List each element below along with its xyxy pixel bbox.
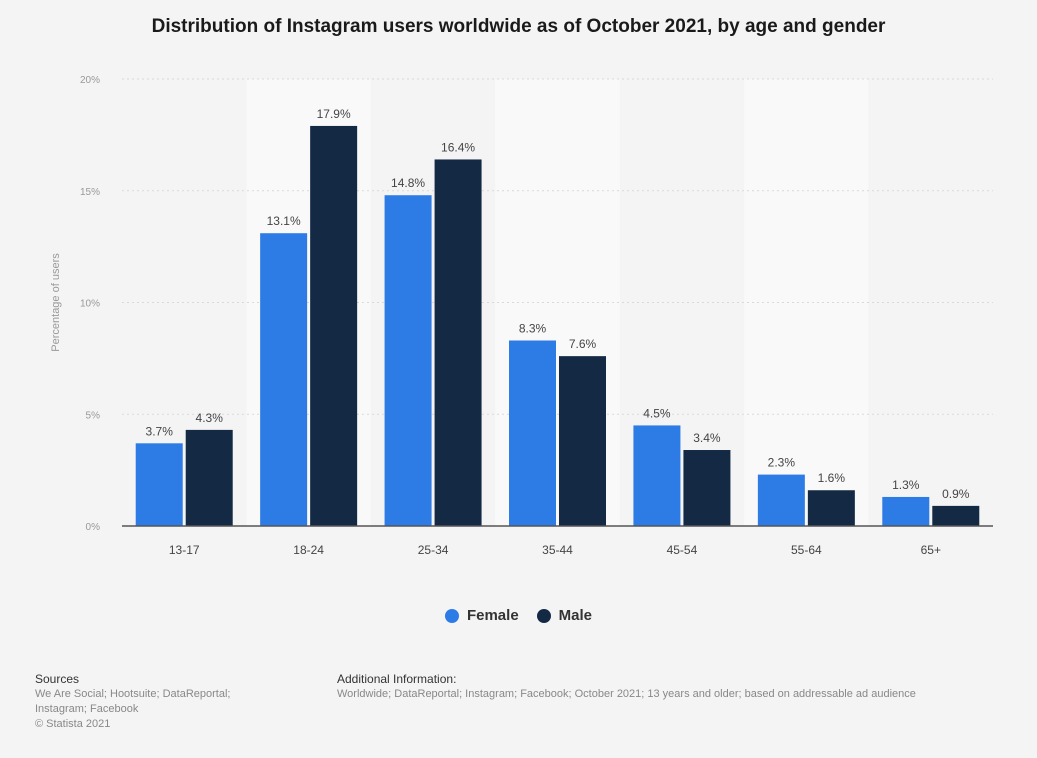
x-tick-label: 45-54: [667, 543, 698, 557]
data-label: 14.8%: [391, 176, 425, 190]
legend-swatch-female: [444, 608, 459, 623]
sources-heading: Sources: [35, 672, 80, 686]
data-label: 1.6%: [818, 471, 846, 485]
x-tick-label: 35-44: [542, 543, 573, 557]
additional-info-block: Additional Information: Worldwide; DataR…: [337, 672, 1027, 702]
bar-male: [185, 429, 233, 526]
legend-item-male[interactable]: Male: [536, 607, 593, 624]
y-tick-label: 20%: [80, 75, 100, 86]
bar-female: [135, 443, 183, 526]
x-tick-label: 55-64: [791, 543, 822, 557]
data-label: 1.3%: [892, 478, 920, 492]
data-label: 4.5%: [643, 406, 671, 420]
bar-female: [509, 340, 556, 526]
copyright: © Statista 2021: [35, 718, 111, 730]
x-tick-label: 18-24: [293, 543, 324, 557]
data-label: 2.3%: [768, 456, 796, 470]
chart-title: Distribution of Instagram users worldwid…: [151, 16, 886, 37]
bar-male: [807, 490, 855, 526]
data-label: 17.9%: [317, 107, 351, 121]
y-tick-label: 5%: [86, 410, 101, 421]
data-label: 3.4%: [693, 431, 721, 445]
bar-female: [260, 233, 308, 526]
additional-info-heading: Additional Information:: [337, 672, 457, 686]
y-axis-label: Percentage of users: [50, 253, 62, 352]
data-label: 16.4%: [441, 140, 475, 154]
data-label: 8.3%: [519, 321, 547, 335]
additional-info-text: Worldwide; DataReportal; Instagram; Face…: [337, 688, 916, 700]
bar-male: [434, 159, 482, 526]
bar-male: [310, 125, 358, 526]
data-label: 13.1%: [267, 214, 301, 228]
data-label: 4.3%: [196, 411, 224, 425]
sources-line-2: Instagram; Facebook: [35, 703, 139, 715]
x-tick-label: 65+: [921, 543, 941, 557]
sources-line-1: We Are Social; Hootsuite; DataReportal;: [35, 688, 231, 700]
sources-block: Sources We Are Social; Hootsuite; DataRe…: [35, 672, 295, 732]
bar-male: [932, 505, 980, 526]
y-tick-label: 10%: [80, 299, 100, 310]
legend-item-female[interactable]: Female: [444, 607, 519, 624]
bar-male: [683, 450, 731, 526]
bar-female: [633, 425, 681, 526]
bar-chart: 0% 5% 10% 15% 20% Percentage of users 3.7% 4.3%…: [50, 75, 993, 557]
bar-female: [757, 474, 805, 526]
data-label: 7.6%: [569, 337, 597, 351]
legend-label-female: Female: [466, 607, 519, 624]
x-tick-label: 13-17: [169, 543, 200, 557]
bar-female: [384, 195, 432, 526]
bar-female: [882, 496, 930, 526]
legend: Female Male: [0, 607, 1037, 624]
legend-label-male: Male: [558, 607, 593, 624]
bar-male: [559, 356, 606, 526]
y-tick-label: 15%: [80, 187, 100, 198]
x-tick-label: 25-34: [418, 543, 449, 557]
data-label: 3.7%: [146, 424, 174, 438]
data-label: 0.9%: [942, 487, 970, 501]
y-tick-label: 0%: [86, 522, 101, 533]
legend-swatch-male: [536, 608, 551, 623]
